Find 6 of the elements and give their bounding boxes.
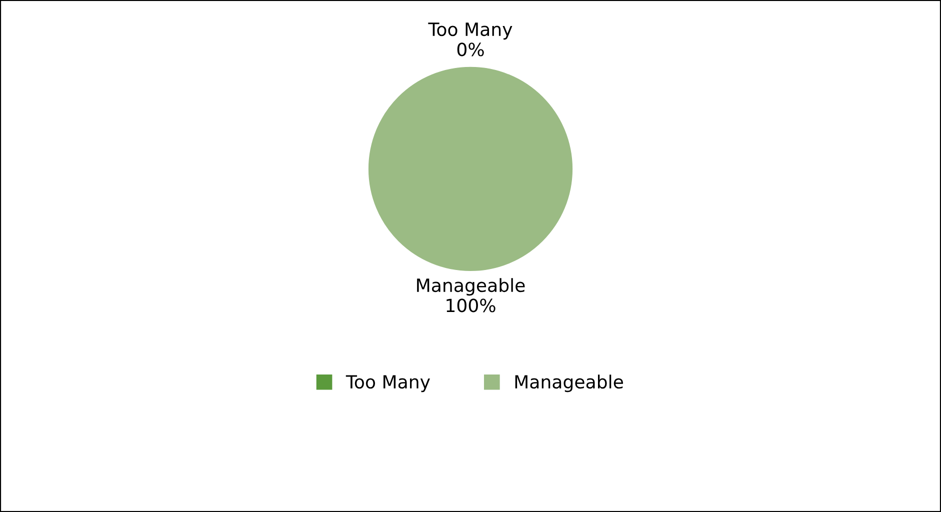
legend-label: Manageable [515, 374, 623, 392]
legend-label: Too Many [346, 375, 430, 392]
data-label: 100% [446, 298, 496, 312]
slice-label: Manageable [417, 278, 525, 296]
category-label: Too Many [428, 22, 512, 40]
text: 0% [457, 42, 484, 56]
